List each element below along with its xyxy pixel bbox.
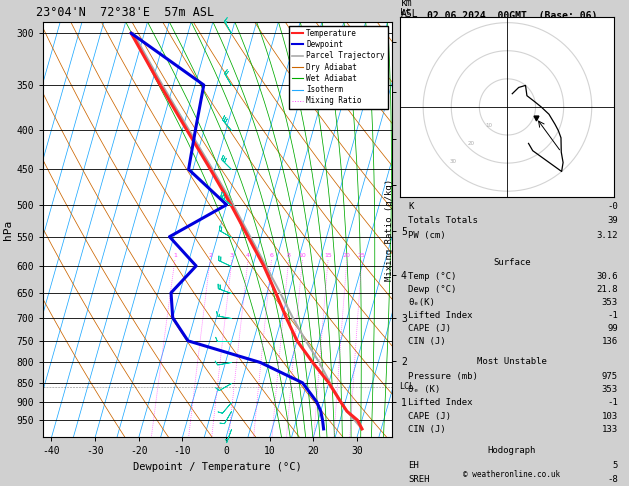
Text: CIN (J): CIN (J)	[408, 425, 446, 434]
Text: θₑ(K): θₑ(K)	[408, 298, 435, 307]
Text: 4: 4	[246, 253, 250, 258]
Text: Lifted Index: Lifted Index	[408, 399, 473, 407]
Text: 10: 10	[299, 253, 306, 258]
Text: CIN (J): CIN (J)	[408, 337, 446, 346]
Text: 1: 1	[173, 253, 177, 258]
Text: Mixing Ratio (g/kg): Mixing Ratio (g/kg)	[385, 178, 394, 281]
Text: 5: 5	[613, 461, 618, 470]
X-axis label: Dewpoint / Temperature (°C): Dewpoint / Temperature (°C)	[133, 462, 302, 472]
Text: -1: -1	[607, 311, 618, 320]
Text: Temp (°C): Temp (°C)	[408, 272, 457, 281]
Text: θₑ (K): θₑ (K)	[408, 385, 440, 394]
Text: Lifted Index: Lifted Index	[408, 311, 473, 320]
Text: EH: EH	[408, 461, 419, 470]
Text: 133: 133	[602, 425, 618, 434]
Text: Dewp (°C): Dewp (°C)	[408, 285, 457, 294]
Text: 103: 103	[602, 412, 618, 421]
Text: 3.12: 3.12	[596, 231, 618, 240]
Legend: Temperature, Dewpoint, Parcel Trajectory, Dry Adiabat, Wet Adiabat, Isotherm, Mi: Temperature, Dewpoint, Parcel Trajectory…	[289, 26, 388, 108]
Text: Hodograph: Hodograph	[488, 446, 536, 455]
Text: CAPE (J): CAPE (J)	[408, 324, 452, 333]
Text: 353: 353	[602, 385, 618, 394]
Text: Most Unstable: Most Unstable	[477, 357, 547, 366]
Text: kt: kt	[401, 8, 411, 17]
Text: LCL: LCL	[399, 382, 414, 391]
Text: Surface: Surface	[493, 258, 531, 267]
Text: 8: 8	[287, 253, 291, 258]
Text: 23°04'N  72°38'E  57m ASL: 23°04'N 72°38'E 57m ASL	[36, 6, 214, 19]
Text: Totals Totals: Totals Totals	[408, 216, 478, 226]
Text: 30.6: 30.6	[596, 272, 618, 281]
Y-axis label: hPa: hPa	[3, 220, 13, 240]
Text: 6: 6	[269, 253, 274, 258]
Text: -8: -8	[607, 475, 618, 484]
Text: K: K	[408, 202, 414, 211]
Text: 10: 10	[486, 122, 493, 128]
Text: CAPE (J): CAPE (J)	[408, 412, 452, 421]
Text: SREH: SREH	[408, 475, 430, 484]
Text: -1: -1	[607, 399, 618, 407]
Text: 353: 353	[602, 298, 618, 307]
Text: -0: -0	[607, 202, 618, 211]
Text: 15: 15	[324, 253, 332, 258]
Text: © weatheronline.co.uk: © weatheronline.co.uk	[464, 469, 560, 479]
Text: 21.8: 21.8	[596, 285, 618, 294]
Text: 39: 39	[607, 216, 618, 226]
Text: 99: 99	[607, 324, 618, 333]
Text: 20: 20	[343, 253, 351, 258]
Text: PW (cm): PW (cm)	[408, 231, 446, 240]
Text: 136: 136	[602, 337, 618, 346]
Text: km
ASL: km ASL	[401, 0, 419, 19]
Text: Pressure (mb): Pressure (mb)	[408, 371, 478, 381]
Text: 3: 3	[230, 253, 234, 258]
Text: 02.06.2024  00GMT  (Base: 06): 02.06.2024 00GMT (Base: 06)	[427, 11, 597, 21]
Text: 975: 975	[602, 371, 618, 381]
Text: 30: 30	[449, 159, 456, 164]
Text: 20: 20	[467, 141, 474, 146]
Text: 25: 25	[358, 253, 365, 258]
Text: 2: 2	[208, 253, 212, 258]
